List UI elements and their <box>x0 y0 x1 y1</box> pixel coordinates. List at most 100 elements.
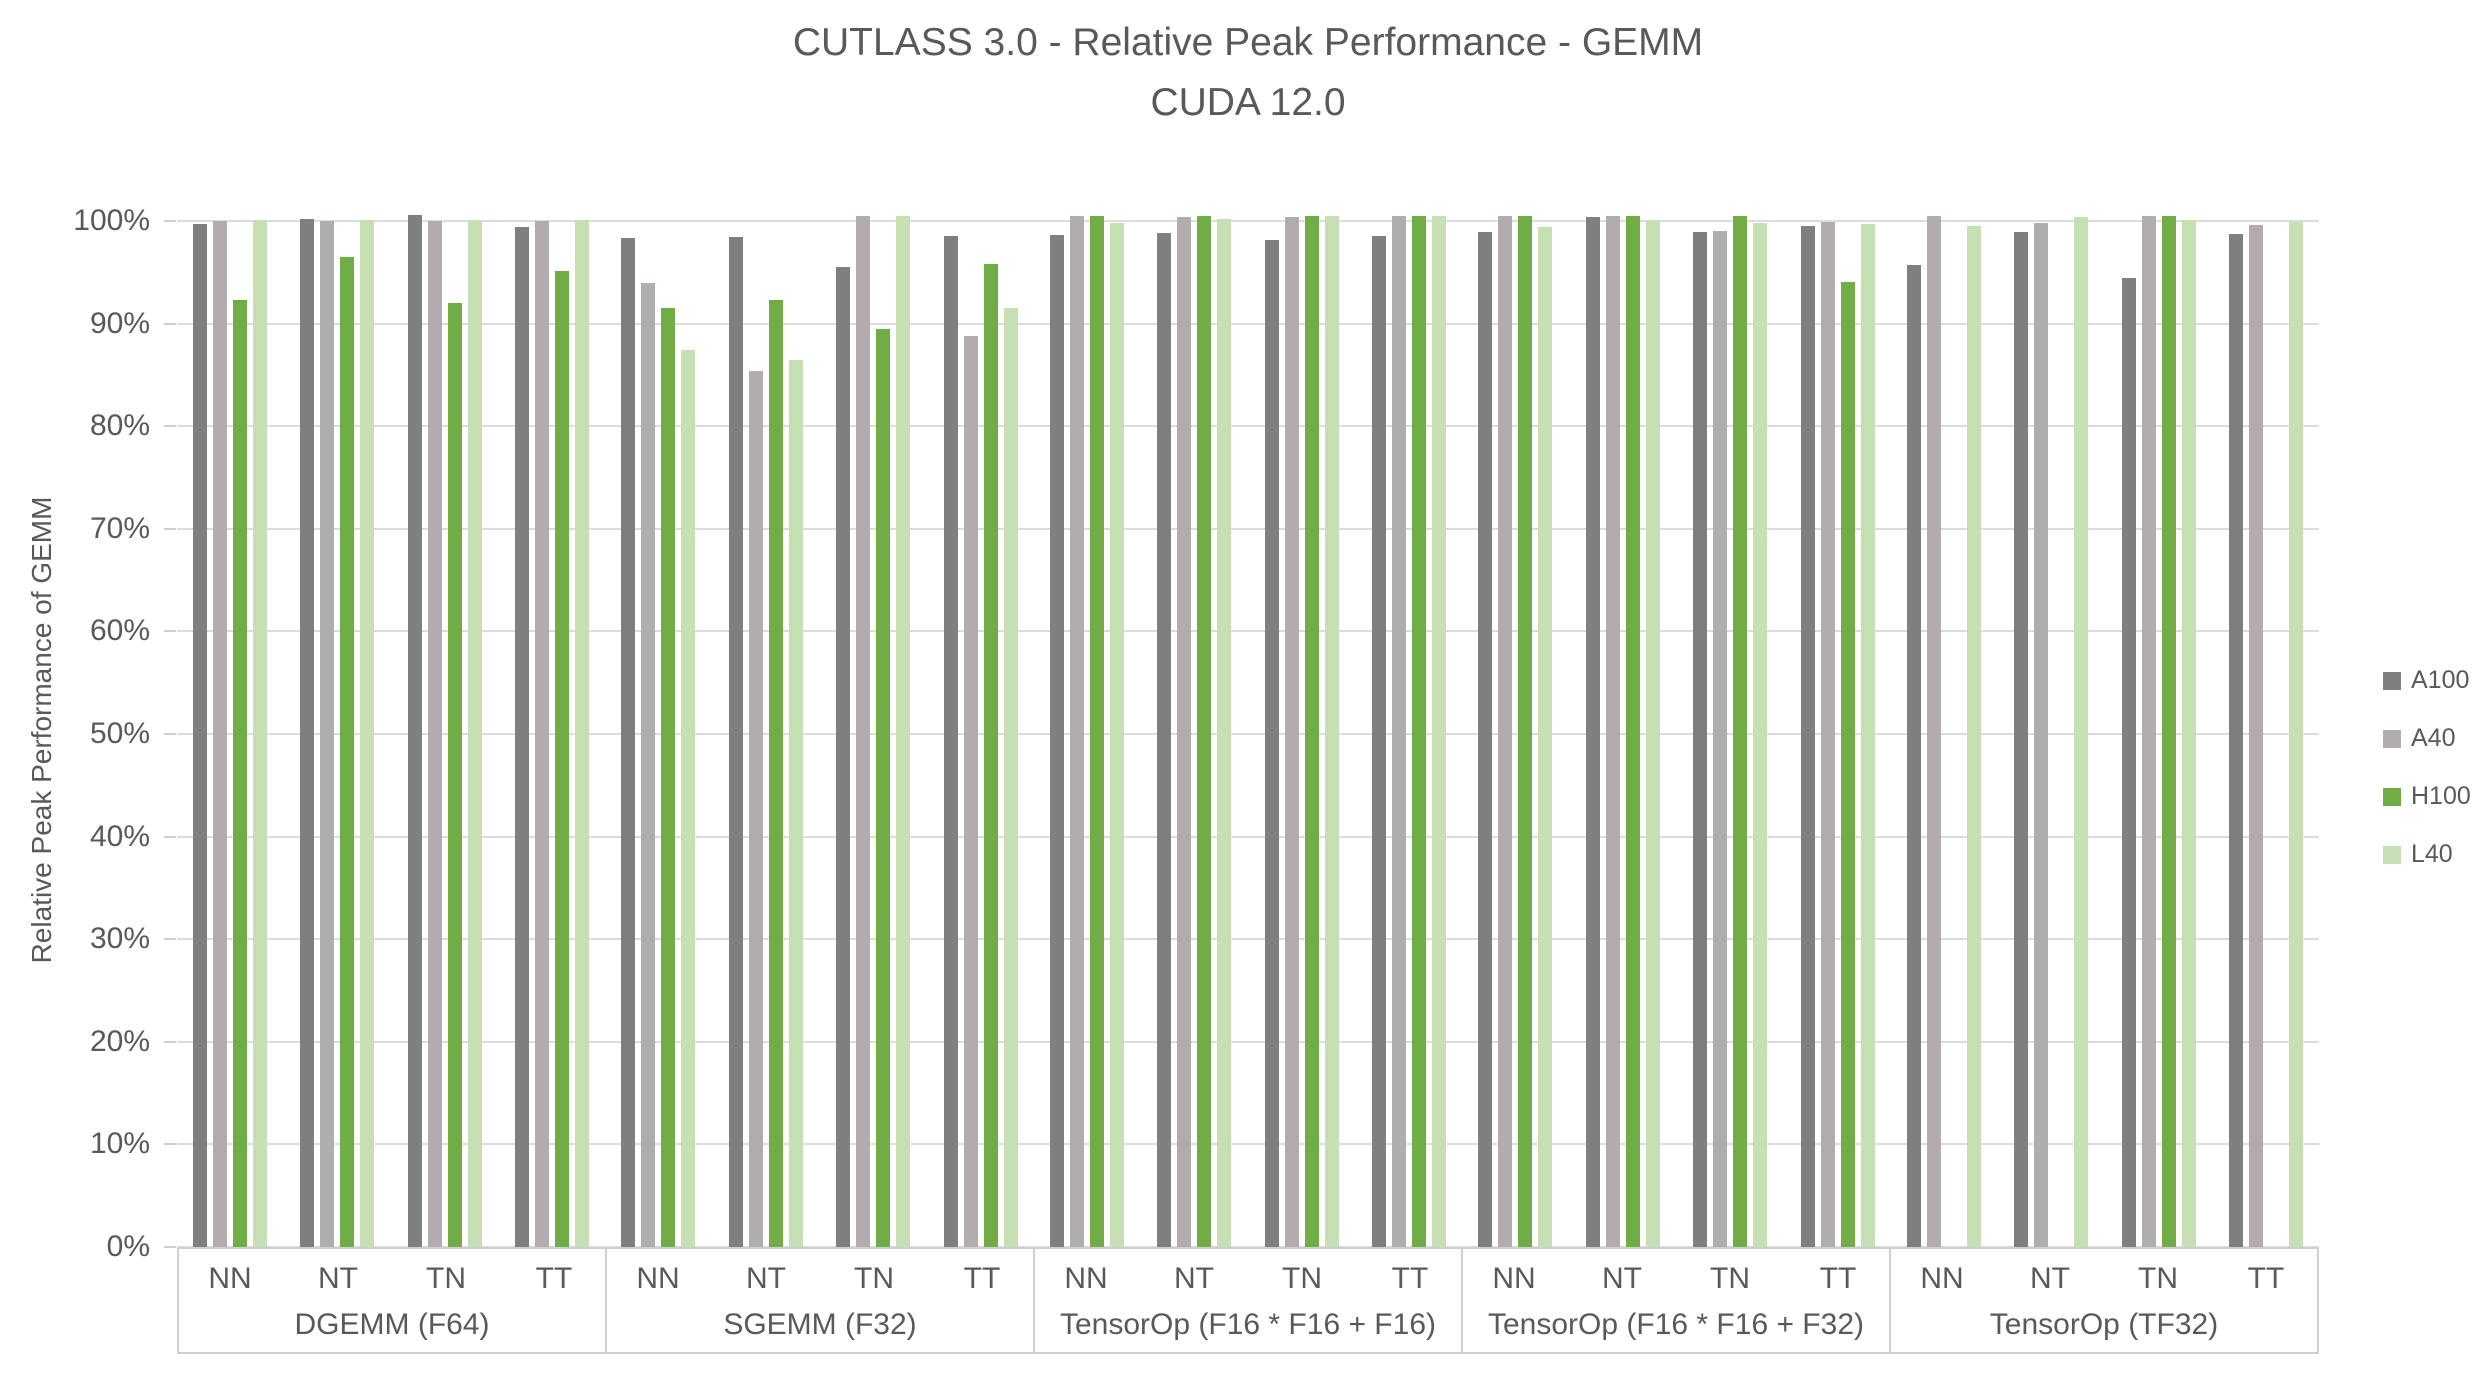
bar-A40-TensorOp (F16 * F16 + F32)-NT <box>1605 216 1620 1247</box>
bar-H100-DGEMM (F64)-TT <box>555 271 570 1247</box>
bar-L40-TensorOp (TF32)-TN <box>2181 220 2196 1247</box>
bar-subgroup-TensorOp (F16 * F16 + F16)-NN <box>1049 216 1124 1247</box>
bar-subgroup-TensorOp (F16 * F16 + F32)-NN <box>1478 216 1553 1247</box>
bar-L40-TensorOp (F16 * F16 + F32)-NT <box>1645 220 1660 1247</box>
gridline-100 <box>177 220 2319 222</box>
bar-subgroup-SGEMM (F32)-NN <box>621 238 696 1247</box>
bar-subgroup-TensorOp (TF32)-NT <box>2014 217 2089 1247</box>
bar-H100-TensorOp (F16 * F16 + F16)-NT <box>1197 216 1212 1247</box>
x-tick-row: NN NT TN TT <box>607 1249 1033 1308</box>
gridline-50 <box>177 733 2319 735</box>
bar-A40-TensorOp (F16 * F16 + F16)-NN <box>1069 216 1084 1247</box>
x-tick-label-TensorOp (TF32)-TN: TN <box>2138 1261 2178 1295</box>
bar-L40-DGEMM (F64)-NN <box>253 220 267 1247</box>
bar-H100-DGEMM (F64)-TN <box>447 303 462 1247</box>
x-tick-label-SGEMM (F32)-TT: TT <box>963 1261 1001 1295</box>
bar-subgroup-TensorOp (F16 * F16 + F32)-TN <box>1693 216 1768 1247</box>
bar-subgroup-DGEMM (F64)-TT <box>515 220 590 1247</box>
legend-item-A100: A100 <box>2383 666 2471 695</box>
gridline-20 <box>177 1040 2319 1043</box>
x-tick-label-SGEMM (F32)-NT: NT <box>746 1261 786 1295</box>
x-group-label-TensorOp (F16 * F16 + F16): TensorOp (F16 * F16 + F16) <box>1060 1308 1436 1341</box>
bar-group-DGEMM (F64) <box>177 193 605 1247</box>
bar-subgroup-SGEMM (F32)-TN <box>836 216 911 1247</box>
x-tick-label-TensorOp (TF32)-NN: NN <box>1920 1261 1964 1295</box>
y-tick-label-40: 40% <box>89 819 150 853</box>
bar-H100-SGEMM (F32)-NT <box>768 300 783 1247</box>
x-tick-label-TensorOp (F16 * F16 + F16)-TT: TT <box>1391 1261 1429 1295</box>
gridline-30 <box>177 938 2319 941</box>
bar-A40-SGEMM (F32)-TT <box>963 336 978 1247</box>
bar-subgroup-SGEMM (F32)-TT <box>943 236 1018 1247</box>
bar-L40-SGEMM (F32)-NT <box>788 360 803 1247</box>
bar-subgroup-DGEMM (F64)-NN <box>193 220 267 1247</box>
bar-A100-TensorOp (F16 * F16 + F32)-NT <box>1585 217 1600 1247</box>
bar-A40-DGEMM (F64)-NN <box>213 221 227 1247</box>
bar-A40-TensorOp (F16 * F16 + F32)-TT <box>1820 222 1835 1247</box>
y-tick-mark-90 <box>164 322 176 325</box>
x-group-cell-TensorOp (TF32): NN NT TN TT TensorOp (TF32) <box>1891 1249 2319 1352</box>
bar-A100-TensorOp (F16 * F16 + F32)-TN <box>1693 232 1708 1247</box>
bar-L40-TensorOp (F16 * F16 + F16)-NT <box>1217 219 1232 1247</box>
bar-L40-SGEMM (F32)-NN <box>681 350 696 1247</box>
bar-L40-SGEMM (F32)-TN <box>896 216 911 1247</box>
bar-L40-SGEMM (F32)-TT <box>1003 308 1018 1247</box>
y-tick-label-90: 90% <box>89 306 150 340</box>
bar-A40-TensorOp (F16 * F16 + F16)-TT <box>1392 216 1407 1247</box>
bar-subgroup-TensorOp (F16 * F16 + F32)-TT <box>1800 222 1875 1247</box>
x-tick-row: NN NT TN TT <box>1463 1249 1889 1308</box>
y-tick-label-60: 60% <box>89 614 150 648</box>
bar-H100-SGEMM (F32)-NN <box>661 308 676 1247</box>
x-tick-label-TensorOp (F16 * F16 + F32)-NT: NT <box>1602 1261 1642 1295</box>
x-group-label-SGEMM (F32): SGEMM (F32) <box>723 1308 917 1341</box>
bars-layer <box>177 193 2319 1247</box>
y-tick-mark-0 <box>164 1246 176 1248</box>
x-tick-row: NN NT TN TT <box>1035 1249 1461 1308</box>
x-tick-label-DGEMM (F64)-NT: NT <box>318 1261 358 1295</box>
bar-subgroup-TensorOp (TF32)-TT <box>2229 222 2304 1247</box>
bar-A100-SGEMM (F32)-TN <box>836 267 851 1247</box>
x-tick-label-SGEMM (F32)-TN: TN <box>854 1261 894 1295</box>
bar-subgroup-TensorOp (F16 * F16 + F16)-TN <box>1264 216 1339 1247</box>
y-tick-mark-10 <box>164 1143 176 1146</box>
bar-subgroup-TensorOp (F16 * F16 + F32)-NT <box>1585 216 1660 1247</box>
bar-A100-TensorOp (F16 * F16 + F32)-NN <box>1478 232 1493 1247</box>
bar-A100-TensorOp (F16 * F16 + F32)-TT <box>1800 226 1815 1247</box>
bar-A40-SGEMM (F32)-TN <box>856 216 871 1247</box>
y-tick-mark-30 <box>164 938 176 941</box>
bar-A100-TensorOp (F16 * F16 + F16)-TN <box>1264 240 1279 1247</box>
x-group-label-row: SGEMM (F32) <box>607 1308 1033 1352</box>
x-tick-label-DGEMM (F64)-TN: TN <box>426 1261 466 1295</box>
legend-label-H100: H100 <box>2411 782 2471 810</box>
y-tick-mark-70 <box>164 527 176 530</box>
x-group-cell-DGEMM (F64): NN NT TN TT DGEMM (F64) <box>179 1249 607 1352</box>
bar-A40-TensorOp (TF32)-NN <box>1926 216 1941 1247</box>
bar-H100-TensorOp (F16 * F16 + F32)-NN <box>1518 216 1533 1247</box>
bar-A40-TensorOp (F16 * F16 + F32)-TN <box>1713 231 1728 1247</box>
y-tick-label-20: 20% <box>89 1024 150 1058</box>
bar-A40-TensorOp (TF32)-TN <box>2141 216 2156 1247</box>
x-tick-row: NN NT TN TT <box>1891 1249 2317 1308</box>
bar-A100-SGEMM (F32)-NT <box>728 237 743 1247</box>
x-group-label-row: DGEMM (F64) <box>179 1308 605 1352</box>
x-tick-label-TensorOp (F16 * F16 + F16)-TN: TN <box>1282 1261 1322 1295</box>
bar-group-TensorOp (F16 * F16 + F16) <box>1034 193 1462 1247</box>
legend-swatch-A100 <box>2383 671 2401 690</box>
bar-subgroup-DGEMM (F64)-TN <box>407 215 482 1247</box>
bar-H100-TensorOp (F16 * F16 + F32)-TT <box>1840 282 1855 1247</box>
gridline-10 <box>177 1143 2319 1146</box>
x-group-cell-TensorOp (F16 * F16 + F32): NN NT TN TT TensorOp (F16 * F16 + F32) <box>1463 1249 1891 1352</box>
legend-item-H100: H100 <box>2383 782 2471 811</box>
chart-title: CUTLASS 3.0 - Relative Peak Performance … <box>177 13 2319 133</box>
legend-label-A100: A100 <box>2411 666 2470 694</box>
bar-subgroup-TensorOp (F16 * F16 + F16)-TT <box>1372 216 1447 1247</box>
x-group-label-TensorOp (TF32): TensorOp (TF32) <box>1989 1308 2219 1341</box>
bar-L40-TensorOp (F16 * F16 + F32)-NN <box>1538 227 1553 1247</box>
y-tick-mark-50 <box>164 733 176 735</box>
legend-label-L40: L40 <box>2411 840 2453 868</box>
gridline-70 <box>177 527 2319 530</box>
y-tick-label-0: 0% <box>106 1230 150 1263</box>
bar-A40-TensorOp (F16 * F16 + F32)-NN <box>1498 216 1513 1247</box>
y-tick-mark-40 <box>164 835 176 838</box>
